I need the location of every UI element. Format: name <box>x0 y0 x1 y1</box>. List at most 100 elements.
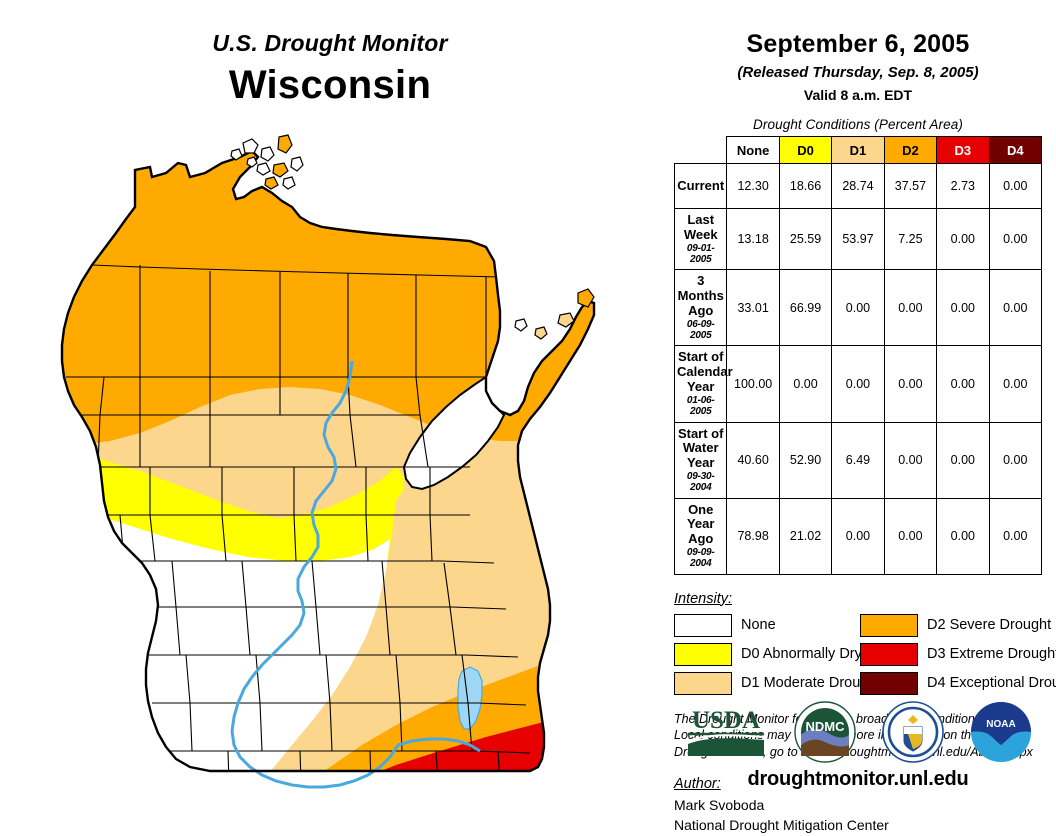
website-url: droughtmonitor.unl.edu <box>747 768 969 790</box>
logo-row: USDA NDMC <box>660 697 1056 767</box>
table-cell-d1: 53.97 <box>831 207 885 271</box>
legend-label: D3 Extreme Drought <box>927 646 1056 663</box>
legend-item: D3 Extreme Drought <box>860 642 1056 666</box>
table-cell-d3: 0.00 <box>936 421 990 499</box>
green-bay-shoreline <box>402 375 506 491</box>
table-cell-d1: 6.49 <box>831 421 885 499</box>
table-row: One Year Ago 09-09-2004 78.98 21.02 0.00 0.00… <box>673 497 1043 575</box>
table-column-header-d3: D3 <box>936 136 990 164</box>
table-row-sublabel: 06-09-2005 <box>686 319 715 342</box>
table-row: 3 Months Ago 06-09-2005 33.01 66.99 0.00 0.00… <box>673 269 1043 347</box>
table-cell-d0: 66.99 <box>778 269 833 347</box>
usdc-seal-logo <box>882 701 944 763</box>
legend-swatch <box>860 642 918 666</box>
legend-swatch <box>860 671 918 695</box>
table-cell-d2: 0.00 <box>883 345 938 423</box>
table-row: Start of Water Year 09-30-2004 40.60 52.90 6.… <box>673 421 1043 499</box>
author-organization: National Drought Mitigation Center <box>674 817 889 834</box>
table-row-label: Start of Water Year 09-30-2004 <box>673 421 728 499</box>
table-header-row: None D0 D1 D2 D3 D4 <box>675 136 1043 164</box>
info-panel: September 6, 2005 (Released Thursday, Se… <box>660 0 1056 833</box>
legend-swatch <box>674 642 732 666</box>
table-cell-d1: 28.74 <box>831 163 885 209</box>
table-cell-d2: 37.57 <box>883 163 938 209</box>
ndmc-logo: NDMC <box>794 701 856 763</box>
legend-label: None <box>741 617 776 634</box>
svg-text:NOAA: NOAA <box>986 719 1015 730</box>
table-row-label: One Year Ago 09-09-2004 <box>673 497 728 575</box>
table-cell-d0: 52.90 <box>778 421 833 499</box>
legend-label: D0 Abnormally Dry <box>741 646 862 663</box>
legend-item: None <box>674 613 860 637</box>
wisconsin-river <box>230 360 400 789</box>
map-title-block: U.S. Drought Monitor Wisconsin <box>0 30 660 108</box>
apostle-islands <box>230 134 304 190</box>
svg-text:NDMC: NDMC <box>806 719 846 734</box>
table-row-sublabel: 09-01-2005 <box>686 243 715 266</box>
table-cell-d4: 0.00 <box>988 269 1043 347</box>
table-cell-d3: 0.00 <box>936 345 990 423</box>
table-cell-d2: 7.25 <box>883 207 938 271</box>
table-cell-d1: 0.00 <box>831 269 885 347</box>
table-cell-none: 78.98 <box>726 497 780 575</box>
legend-column-left: None D0 Abnormally Dry D1 Moderate Drought <box>674 613 880 695</box>
intensity-legend: Intensity: None D0 Abnormally Dry D1 Moder… <box>674 591 1056 695</box>
legend-swatch <box>674 671 732 695</box>
legend-item: D0 Abnormally Dry <box>674 642 862 666</box>
legend-label: D1 Moderate Drought <box>741 675 881 692</box>
table-row-label: 3 Months Ago 06-09-2005 <box>673 269 728 347</box>
table-body: Current 12.30 18.66 28.74 37.57 2.73 0.00 Last … <box>673 163 1043 575</box>
release-date: (Released Thursday, Sep. 8, 2005) <box>737 64 979 81</box>
author-name: Mark Svoboda <box>674 797 765 814</box>
table-column-header-none: None <box>726 136 780 164</box>
river-tributary <box>397 737 481 753</box>
table-cell-d4: 0.00 <box>988 345 1043 423</box>
table-row: Last Week 09-01-2005 13.18 25.59 53.97 7.25 0.… <box>673 207 1043 271</box>
map-title-line1: U.S. Drought Monitor <box>212 30 448 56</box>
table-cell-d0: 21.02 <box>778 497 833 575</box>
legend-label: D2 Severe Drought <box>927 617 1052 634</box>
usda-logo: USDA <box>687 707 765 756</box>
table-cell-none: 12.30 <box>726 163 780 209</box>
drought-conditions-table: None D0 D1 D2 D3 D4 Current 12.30 18.66 28.74 37.… <box>673 136 1043 575</box>
drought-region-d3-southeast <box>290 675 594 771</box>
table-row-label: Current <box>673 163 728 209</box>
valid-time: Valid 8 a.m. EDT <box>803 87 913 103</box>
table-cell-d0: 25.59 <box>778 207 833 271</box>
legend-item: D4 Exceptional Drought <box>860 671 1056 695</box>
header-block: September 6, 2005 (Released Thursday, Se… <box>660 0 1056 103</box>
intensity-heading: Intensity: <box>674 590 733 607</box>
table-cell-d1: 0.00 <box>831 345 885 423</box>
author-heading: Author: <box>674 776 721 793</box>
legend-swatch <box>860 613 918 637</box>
table-corner-cell <box>675 137 727 164</box>
table-row-sublabel: 09-09-2004 <box>686 547 715 570</box>
lake-winnebago <box>457 666 483 730</box>
wisconsin-drought-map <box>60 134 596 789</box>
table-cell-d2: 0.00 <box>883 497 938 575</box>
table-cell-d2: 0.00 <box>883 269 938 347</box>
table-row-label: Last Week 09-01-2005 <box>673 207 728 271</box>
table-column-header-d2: D2 <box>883 136 938 164</box>
table-cell-none: 33.01 <box>726 269 780 347</box>
wisconsin-state-outline <box>60 149 596 773</box>
drought-region-none-sw <box>62 507 120 771</box>
table-caption: Drought Conditions (Percent Area) <box>753 117 963 132</box>
table-column-header-d0: D0 <box>778 136 833 164</box>
table-cell-d3: 0.00 <box>936 497 990 575</box>
table-cell-d0: 0.00 <box>778 345 833 423</box>
table-cell-none: 100.00 <box>726 345 780 423</box>
legend-swatch <box>674 613 732 637</box>
table-cell-none: 13.18 <box>726 207 780 271</box>
legend-item: D2 Severe Drought <box>860 613 1056 637</box>
table-cell-d2: 0.00 <box>883 421 938 499</box>
legend-item: D1 Moderate Drought <box>674 671 880 695</box>
table-column-header-d1: D1 <box>831 136 885 164</box>
table-row-sublabel: 01-06-2005 <box>686 395 715 418</box>
map-title-line2: Wisconsin <box>228 63 432 107</box>
table-row-label: Start of Calendar Year 01-06-2005 <box>673 345 733 423</box>
table-cell-d4: 0.00 <box>988 163 1043 209</box>
legend-label: D4 Exceptional Drought <box>927 675 1056 692</box>
table-column-header-d4: D4 <box>988 136 1043 164</box>
table-row-sublabel: 09-30-2004 <box>686 471 715 494</box>
